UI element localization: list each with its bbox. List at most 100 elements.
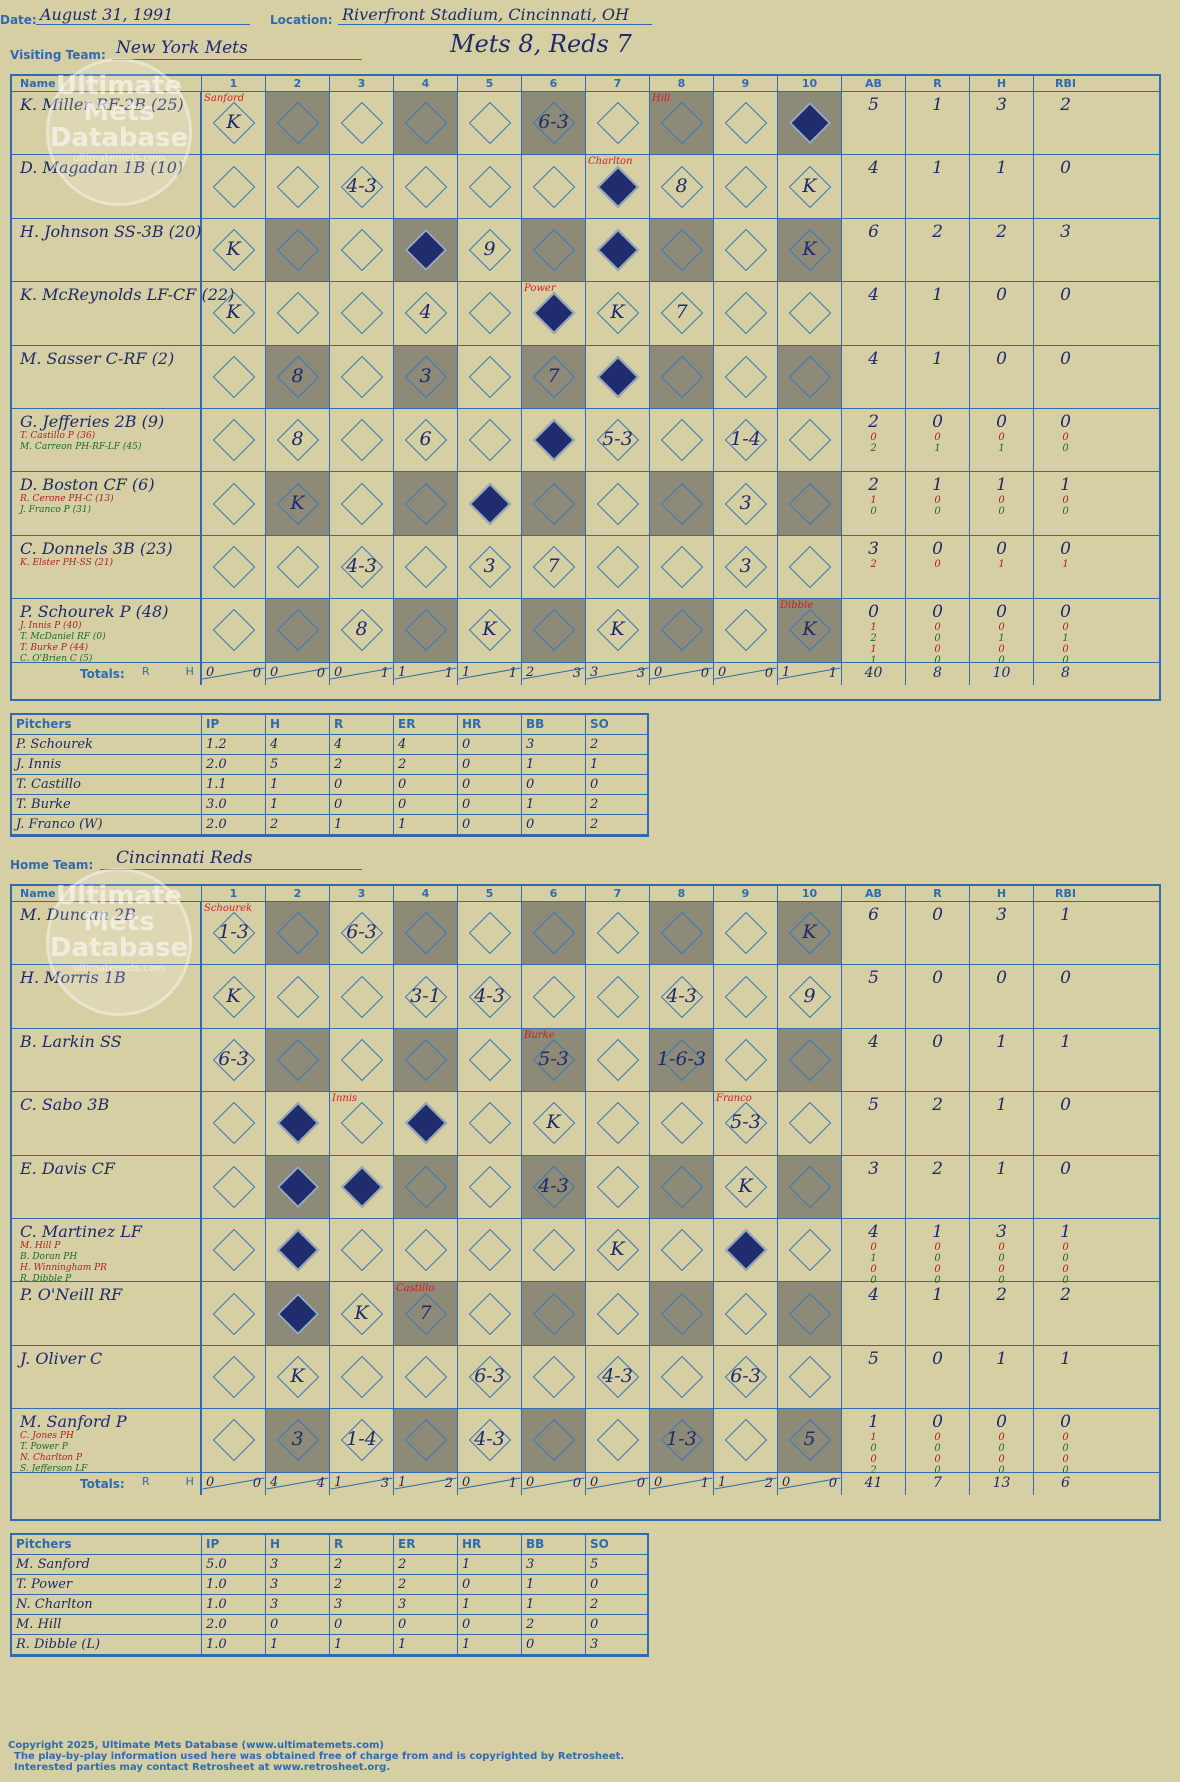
batter-name: K. McReynolds LF-CF (22) (20, 285, 235, 305)
inning-hits: 1 (508, 1475, 517, 1491)
at-bat-cell (649, 1219, 713, 1282)
base-diamond (660, 1355, 703, 1399)
at-bat-cell (777, 409, 841, 472)
total-stat: 41 (841, 1472, 905, 1495)
batter-stat: 1 (969, 155, 1033, 218)
at-bat-cell (201, 1409, 265, 1472)
pitcher-stat: 0 (521, 775, 585, 795)
at-bat-cell: K (777, 902, 841, 965)
sub-stat-value: 0 (1062, 1253, 1069, 1264)
pitcher-name: J. Franco (W) (16, 817, 103, 832)
pitcher-stat: 2.0 (201, 755, 265, 775)
batter-stat: 0 (969, 965, 1033, 1028)
sub-stat-value: 0 (934, 1432, 941, 1444)
inning-runs: 0 (270, 664, 279, 680)
at-bat-cell (265, 965, 329, 1028)
sub-stat-value: 0 (1062, 443, 1069, 454)
play-result: 8 (675, 174, 688, 197)
pitcher-stat: 1.1 (201, 775, 265, 795)
at-bat-cell: Sanford K (201, 92, 265, 155)
at-bat-cell (201, 1219, 265, 1282)
at-bat-cell (265, 1219, 329, 1282)
batter-name: M. Sanford P (20, 1412, 127, 1432)
batter-stat: 1 (969, 1028, 1033, 1092)
at-bat-cell (457, 92, 521, 155)
at-bat-cell: K (201, 965, 265, 1028)
inning-runs: 1 (718, 1474, 727, 1490)
home-scorecard: Name 1 2 3 4 5 6 7 8 9 10 AB R H RBI M. Duncan 2B Schour… (10, 884, 1161, 1521)
batter-stat: 2 (905, 1155, 969, 1218)
play-result: 3 (419, 364, 432, 387)
base-diamond (468, 101, 511, 145)
base-diamond (468, 911, 511, 955)
pitcher-change-mark: Dibble (780, 600, 814, 612)
pitchers-column-header: H (265, 715, 329, 735)
base-diamond (340, 1228, 383, 1272)
date-label: Date: (0, 13, 37, 27)
inning-header: 7 (585, 76, 649, 92)
play-result: 4-3 (474, 1428, 505, 1451)
play-result: K (802, 237, 817, 260)
play-result: 3 (739, 491, 752, 514)
pitcher-stat: 2 (393, 1575, 457, 1595)
pitcher-stat: 1 (329, 815, 393, 835)
base-diamond (340, 975, 383, 1018)
inning-header: 5 (457, 76, 521, 92)
inning-header: 9 (713, 886, 777, 902)
base-diamond (404, 482, 447, 525)
batter-name: B. Larkin SS (20, 1031, 122, 1051)
pitcher-stat: 3 (585, 1635, 649, 1655)
sub-stat-value: 1 (998, 443, 1005, 454)
visiting-team-name: New York Mets (116, 38, 248, 58)
base-diamond (276, 609, 319, 652)
pitcher-name: T. Castillo (16, 777, 81, 792)
pitchers-column-header: ER (393, 715, 457, 735)
base-diamond (596, 911, 639, 955)
play-result: 6-3 (474, 1364, 505, 1387)
play-result: 9 (803, 984, 816, 1007)
substitute-name: R. Dibble P (20, 1274, 72, 1284)
stat-value: 5 (868, 968, 879, 989)
batter-stat: 1 (905, 155, 969, 218)
at-bat-cell (521, 472, 585, 535)
at-bat-cell (713, 92, 777, 155)
at-bat-cell (777, 92, 841, 155)
footer: Copyright 2025, Ultimate Mets Database (… (8, 1740, 624, 1773)
substitute-name: R. Cerone PH-C (13) (20, 494, 114, 505)
at-bat-cell (585, 965, 649, 1028)
stat-value: 0 (932, 1412, 943, 1433)
at-bat-cell (393, 155, 457, 218)
pitcher-stat: 1 (393, 1635, 457, 1655)
base-diamond (532, 165, 575, 208)
home-team-name: Cincinnati Reds (116, 848, 253, 868)
batter-stat: 2 (905, 218, 969, 282)
base-diamond (724, 165, 767, 208)
batter-stat: 0 (1033, 965, 1097, 1028)
at-bat-cell (457, 1219, 521, 1282)
footer-retrosheet-contact: Interested parties may contact Retroshee… (14, 1762, 391, 1773)
batter-stat: 1 (1033, 902, 1097, 965)
play-result: K (226, 111, 241, 134)
batter-name: H. Johnson SS-3B (20) (20, 221, 202, 241)
base-diamond (212, 1355, 255, 1399)
at-bat-cell: K (777, 218, 841, 282)
sub-stat-value: 1 (998, 558, 1005, 570)
play-result: 8 (355, 618, 368, 641)
at-bat-cell (585, 902, 649, 965)
sub-stat-value: 0 (1062, 1454, 1069, 1466)
at-bat-cell (457, 1282, 521, 1345)
sub-stat-value: 0 (998, 1443, 1005, 1455)
stat-value: 0 (996, 538, 1007, 559)
stat-value: 3 (868, 1158, 879, 1179)
name-header: Name (20, 887, 56, 900)
at-bat-cell (649, 535, 713, 599)
at-bat-cell: 5-3 (585, 409, 649, 472)
at-bat-cell: Charlton (585, 155, 649, 218)
play-result: K (226, 984, 241, 1007)
at-bat-cell: K (457, 599, 521, 662)
